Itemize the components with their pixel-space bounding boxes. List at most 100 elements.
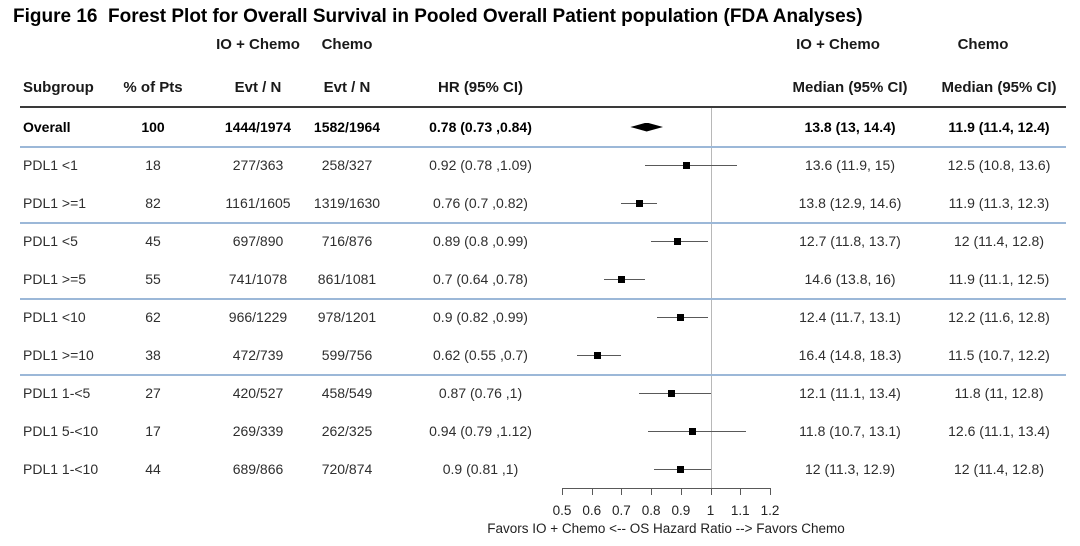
- io-median-cell: 13.6 (11.9, 15): [804, 157, 896, 173]
- overall-diamond-marker: [630, 122, 663, 132]
- chemo-median-cell: 12 (11.4, 12.8): [953, 461, 1045, 477]
- chemo-evt-cell: 720/874: [321, 461, 373, 477]
- pct-cell: 55: [145, 271, 161, 287]
- hr-ci-cell: 0.62 (0.55 ,0.7): [433, 347, 528, 363]
- io-evt-cell: 966/1229: [228, 309, 288, 325]
- io-median-cell: 13.8 (12.9, 14.6): [798, 195, 902, 211]
- chemo-evt-cell: 458/549: [321, 385, 373, 401]
- arm-label-chemo-median: Chemo: [957, 36, 1009, 53]
- axis-tick-label: 0.5: [552, 503, 572, 518]
- hr-point-marker: [689, 427, 697, 435]
- subgroup-cell: PDL1 >=10: [23, 347, 94, 363]
- arm-label-chemo-events: Chemo: [321, 36, 373, 53]
- subgroup-cell: PDL1 >=1: [23, 195, 87, 211]
- column-header-chemo-median: Median (95% CI): [941, 79, 1057, 96]
- hr-ci-cell: 0.94 (0.79 ,1.12): [429, 423, 532, 439]
- chemo-evt-cell: 262/325: [321, 423, 373, 439]
- io-median-cell: 12.7 (11.8, 13.7): [799, 233, 901, 249]
- column-header-io-median: Median (95% CI): [792, 79, 908, 96]
- io-evt-cell: 1161/1605: [225, 195, 291, 211]
- subgroup-cell: PDL1 <10: [23, 309, 86, 325]
- column-header-chemo-evt: Evt / N: [323, 79, 371, 96]
- pct-cell: 27: [145, 385, 161, 401]
- axis-tick-label: 0.8: [641, 503, 661, 518]
- column-header-subgroup: Subgroup: [23, 79, 94, 96]
- io-median-cell: 13.8 (13, 14.4): [804, 119, 896, 135]
- axis-tick: [651, 488, 653, 495]
- axis-tick-label: 0.7: [612, 503, 631, 518]
- pct-cell: 17: [145, 423, 161, 439]
- chemo-evt-cell: 978/1201: [317, 309, 377, 325]
- hr-ci-cell: 0.78 (0.73 ,0.84): [429, 119, 532, 135]
- io-median-cell: 12 (11.3, 12.9): [804, 461, 896, 477]
- io-evt-cell: 472/739: [232, 347, 284, 363]
- chemo-median-cell: 12 (11.4, 12.8): [953, 233, 1045, 249]
- io-evt-cell: 277/363: [232, 157, 284, 173]
- chemo-evt-cell: 716/876: [321, 233, 373, 249]
- column-header-pct: % of Pts: [123, 79, 183, 96]
- axis-tick: [710, 488, 712, 495]
- column-header-io-evt: Evt / N: [234, 79, 282, 96]
- chemo-evt-cell: 1582/1964: [313, 119, 381, 135]
- io-evt-cell: 269/339: [232, 423, 284, 439]
- io-evt-cell: 741/1078: [228, 271, 288, 287]
- io-median-cell: 12.1 (11.1, 13.4): [799, 385, 901, 401]
- io-evt-cell: 1444/1974: [224, 119, 292, 135]
- axis-tick: [591, 488, 593, 495]
- ci-line: [645, 164, 738, 166]
- hr-point-marker: [617, 275, 625, 283]
- chemo-evt-cell: 861/1081: [317, 271, 377, 287]
- chemo-median-cell: 11.5 (10.7, 12.2): [948, 347, 1050, 363]
- group-separator: [20, 146, 1066, 148]
- pct-cell: 38: [145, 347, 161, 363]
- axis-caption: Favors IO + Chemo <-- OS Hazard Ratio --…: [487, 521, 845, 536]
- axis-tick: [740, 488, 742, 495]
- io-median-cell: 14.6 (13.8, 16): [804, 271, 896, 287]
- axis-baseline: [562, 488, 770, 489]
- chemo-evt-cell: 599/756: [321, 347, 373, 363]
- axis-tick: [680, 488, 682, 495]
- hr-ci-cell: 0.9 (0.81 ,1): [442, 461, 519, 477]
- hr-ci-cell: 0.9 (0.82 ,0.99): [433, 309, 528, 325]
- io-median-cell: 12.4 (11.7, 13.1): [799, 309, 901, 325]
- pct-cell: 82: [145, 195, 161, 211]
- hr-point-marker: [683, 161, 691, 169]
- chemo-median-cell: 12.6 (11.1, 13.4): [948, 423, 1050, 439]
- arm-label-io-chemo-median: IO + Chemo: [796, 36, 880, 53]
- hr-point-marker: [635, 199, 643, 207]
- pct-cell: 100: [141, 119, 165, 135]
- group-separator: [20, 222, 1066, 224]
- io-median-cell: 16.4 (14.8, 18.3): [798, 347, 902, 363]
- chemo-median-cell: 11.9 (11.4, 12.4): [948, 119, 1050, 135]
- hr-point-marker: [677, 465, 685, 473]
- ci-line: [648, 430, 747, 432]
- hr-ci-cell: 0.87 (0.76 ,1): [438, 385, 523, 401]
- axis-tick: [770, 488, 771, 495]
- io-evt-cell: 689/866: [232, 461, 284, 477]
- axis-tick: [621, 488, 623, 495]
- hr-ci-cell: 0.76 (0.7 ,0.82): [433, 195, 528, 211]
- subgroup-cell: Overall: [23, 119, 71, 135]
- axis-tick-label: 0.6: [582, 503, 602, 518]
- subgroup-cell: PDL1 <1: [23, 157, 78, 173]
- column-header-hr: HR (95% CI): [437, 79, 523, 96]
- axis-tick: [562, 488, 563, 495]
- axis-tick-label: 0.9: [671, 503, 691, 518]
- hr-ci-cell: 0.92 (0.78 ,1.09): [429, 157, 532, 173]
- chemo-median-cell: 12.5 (10.8, 13.6): [947, 157, 1051, 173]
- chemo-median-cell: 11.8 (11, 12.8): [954, 385, 1044, 401]
- hr-ci-cell: 0.89 (0.8 ,0.99): [433, 233, 528, 249]
- io-evt-cell: 697/890: [232, 233, 284, 249]
- chemo-evt-cell: 1319/1630: [313, 195, 381, 211]
- chemo-median-cell: 11.9 (11.3, 12.3): [948, 195, 1050, 211]
- hr-point-marker: [677, 313, 685, 321]
- io-evt-cell: 420/527: [232, 385, 284, 401]
- io-median-cell: 11.8 (10.7, 13.1): [799, 423, 901, 439]
- group-separator: [20, 298, 1066, 300]
- hr-ci-cell: 0.7 (0.64 ,0.78): [433, 271, 528, 287]
- axis-tick-label: 1.1: [730, 503, 750, 518]
- axis-tick-label: 1: [706, 503, 715, 518]
- pct-cell: 62: [145, 309, 161, 325]
- pct-cell: 45: [145, 233, 161, 249]
- hr-point-marker: [668, 389, 676, 397]
